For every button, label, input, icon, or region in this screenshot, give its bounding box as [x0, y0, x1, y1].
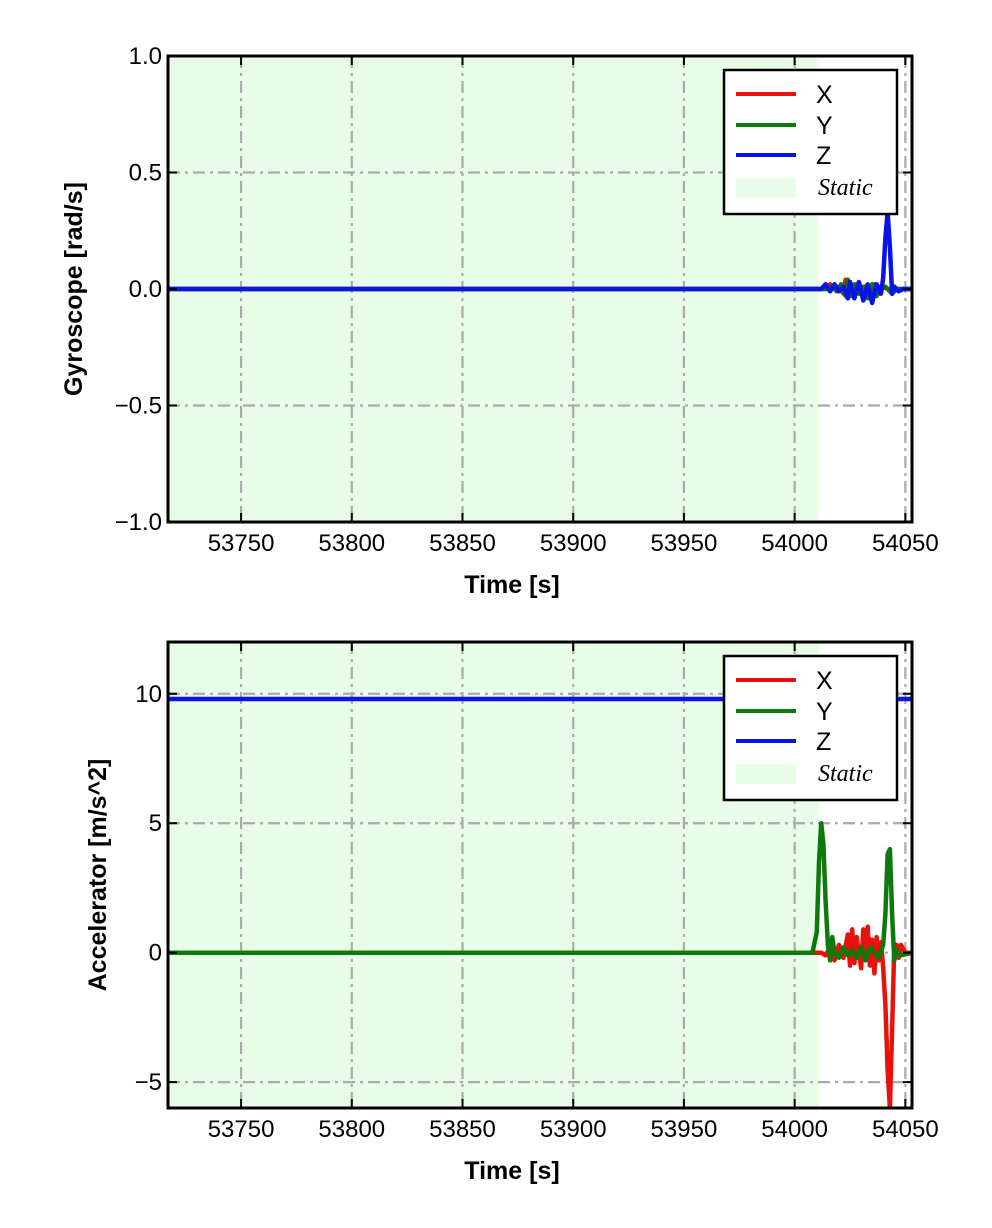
series-line-z [168, 209, 912, 306]
x-tick-label: 54000 [761, 530, 828, 557]
legend-swatch-static [736, 178, 796, 198]
x-tick-label: 53850 [429, 1116, 496, 1143]
y-tick-label: 0 [149, 940, 162, 967]
y-tick-label: −5 [135, 1069, 162, 1096]
static-region [168, 642, 819, 1108]
y-tick-label: 1.0 [129, 43, 162, 70]
legend-label-static: Static [818, 761, 873, 787]
x-tick-label: 54000 [761, 1116, 828, 1143]
x-tick-label: 53950 [651, 530, 718, 557]
x-tick-label: 53900 [540, 1116, 607, 1143]
y-tick-label: 10 [135, 681, 162, 708]
legend: X Y Z Static [722, 68, 899, 216]
ticks: 53750 53800 53850 53900 53950 54000 54050 −1.0 −… [115, 43, 939, 557]
legend-label-x: X [816, 81, 833, 109]
accelerator-chart: 53750 53800 53850 53900 53950 54000 54050 −5 0 5 1… [84, 640, 939, 1185]
series-group [168, 209, 912, 306]
x-tick-label: 54050 [872, 1116, 939, 1143]
y-tick-label: 0.5 [129, 160, 162, 187]
legend-label-static: Static [818, 175, 873, 201]
plot-frame [166, 54, 914, 524]
legend-label-z: Z [816, 142, 831, 170]
legend: X Y Z Static [722, 654, 899, 802]
x-tick-label: 53800 [318, 1116, 385, 1143]
x-tick-label: 53800 [318, 530, 385, 557]
x-axis-title: Time [s] [464, 571, 559, 599]
series-line-y [168, 820, 912, 963]
legend-swatch-static [736, 764, 796, 784]
y-tick-label: −1.0 [115, 509, 162, 536]
legend-label-z: Z [816, 728, 831, 756]
gyroscope-chart: 53750 53800 53850 53900 53950 54000 54050 −1.0 −… [60, 43, 939, 599]
x-tick-label: 53850 [429, 530, 496, 557]
legend-label-y: Y [816, 698, 833, 726]
y-tick-label: −0.5 [115, 393, 162, 420]
x-axis-title: Time [s] [464, 1157, 559, 1185]
y-tick-label: 5 [149, 810, 162, 837]
plot-frame [166, 640, 914, 1110]
x-tick-label: 53900 [540, 530, 607, 557]
y-tick-label: 0.0 [129, 276, 162, 303]
legend-label-y: Y [816, 112, 833, 140]
y-axis-title: Accelerator [m/s^2] [84, 759, 112, 992]
y-axis-title: Gyroscope [rad/s] [60, 182, 88, 396]
x-tick-label: 53750 [208, 1116, 275, 1143]
legend-label-x: X [816, 667, 833, 695]
x-tick-label: 53950 [651, 1116, 718, 1143]
x-tick-label: 53750 [208, 530, 275, 557]
x-tick-label: 54050 [872, 530, 939, 557]
